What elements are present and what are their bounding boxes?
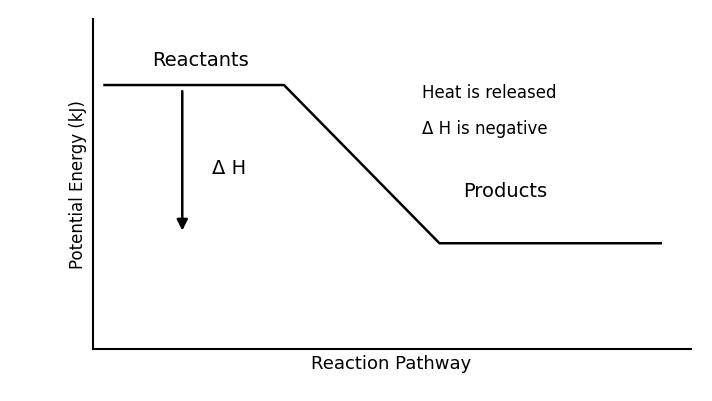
Text: Reactants: Reactants: [152, 51, 249, 69]
Text: Products: Products: [464, 182, 548, 200]
Text: Δ H is negative: Δ H is negative: [422, 119, 547, 138]
Text: Δ H: Δ H: [212, 158, 246, 178]
X-axis label: Reaction Pathway: Reaction Pathway: [311, 354, 472, 373]
Y-axis label: Potential Energy (kJ): Potential Energy (kJ): [69, 100, 87, 269]
Text: Heat is released: Heat is released: [422, 83, 556, 101]
